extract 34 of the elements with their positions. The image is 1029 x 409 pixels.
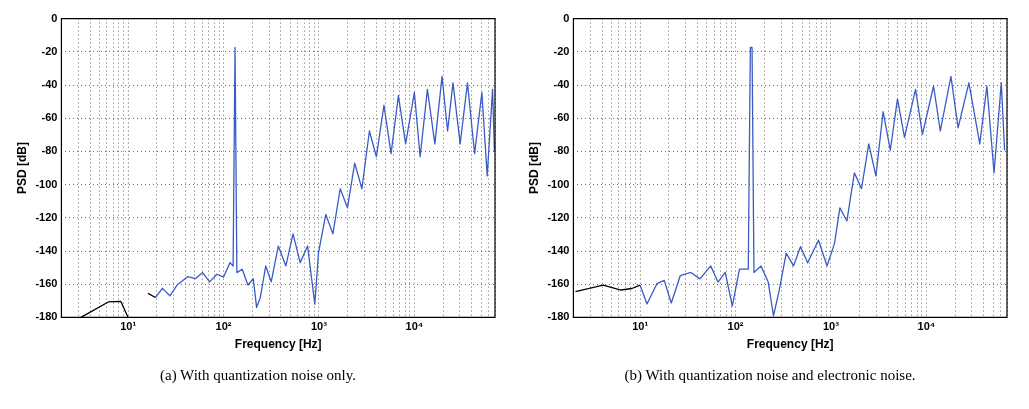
- y-tick-label: -40: [41, 78, 58, 91]
- x-tick-label: 10¹: [632, 320, 649, 333]
- y-tick-label: -180: [547, 310, 570, 323]
- x-axis-title: Frequency [Hz]: [234, 337, 322, 352]
- x-tick-label: 10⁴: [917, 320, 936, 333]
- y-tick-label: -80: [553, 144, 570, 157]
- y-tick-label: -20: [41, 44, 58, 57]
- y-tick-label: -40: [553, 78, 570, 91]
- x-tick-label: 10²: [727, 320, 744, 333]
- y-tick-label: -180: [35, 310, 58, 323]
- y-tick-label: -80: [41, 144, 58, 157]
- y-tick-label: 0: [563, 11, 570, 24]
- y-axis-title: PSD [dB]: [14, 142, 29, 194]
- x-axis-title: Frequency [Hz]: [746, 337, 834, 352]
- y-tick-label: 0: [51, 11, 58, 24]
- y-tick-label: -140: [35, 244, 58, 257]
- text: (a) With quantization noise only.: [159, 367, 357, 384]
- y-tick-label: -20: [553, 44, 570, 57]
- y-tick-label: -60: [41, 111, 58, 124]
- y-tick-label: -160: [35, 277, 58, 290]
- y-tick-label: -120: [547, 210, 570, 223]
- y-tick-label: -100: [547, 177, 570, 190]
- x-tick-label: 10³: [822, 320, 840, 333]
- y-tick-label: -140: [547, 244, 570, 257]
- y-tick-label: -60: [553, 111, 570, 124]
- y-tick-label: -120: [35, 210, 58, 223]
- x-tick-label: 10⁴: [405, 320, 424, 333]
- y-axis-title: PSD [dB]: [526, 142, 541, 194]
- x-tick-label: 10²: [215, 320, 232, 333]
- y-tick-label: -100: [35, 177, 58, 190]
- y-tick-label: -160: [547, 277, 570, 290]
- x-tick-label: 10¹: [120, 320, 137, 333]
- text: (b) With quantization noise and electronic noise.: [624, 367, 916, 384]
- x-tick-label: 10³: [310, 320, 328, 333]
